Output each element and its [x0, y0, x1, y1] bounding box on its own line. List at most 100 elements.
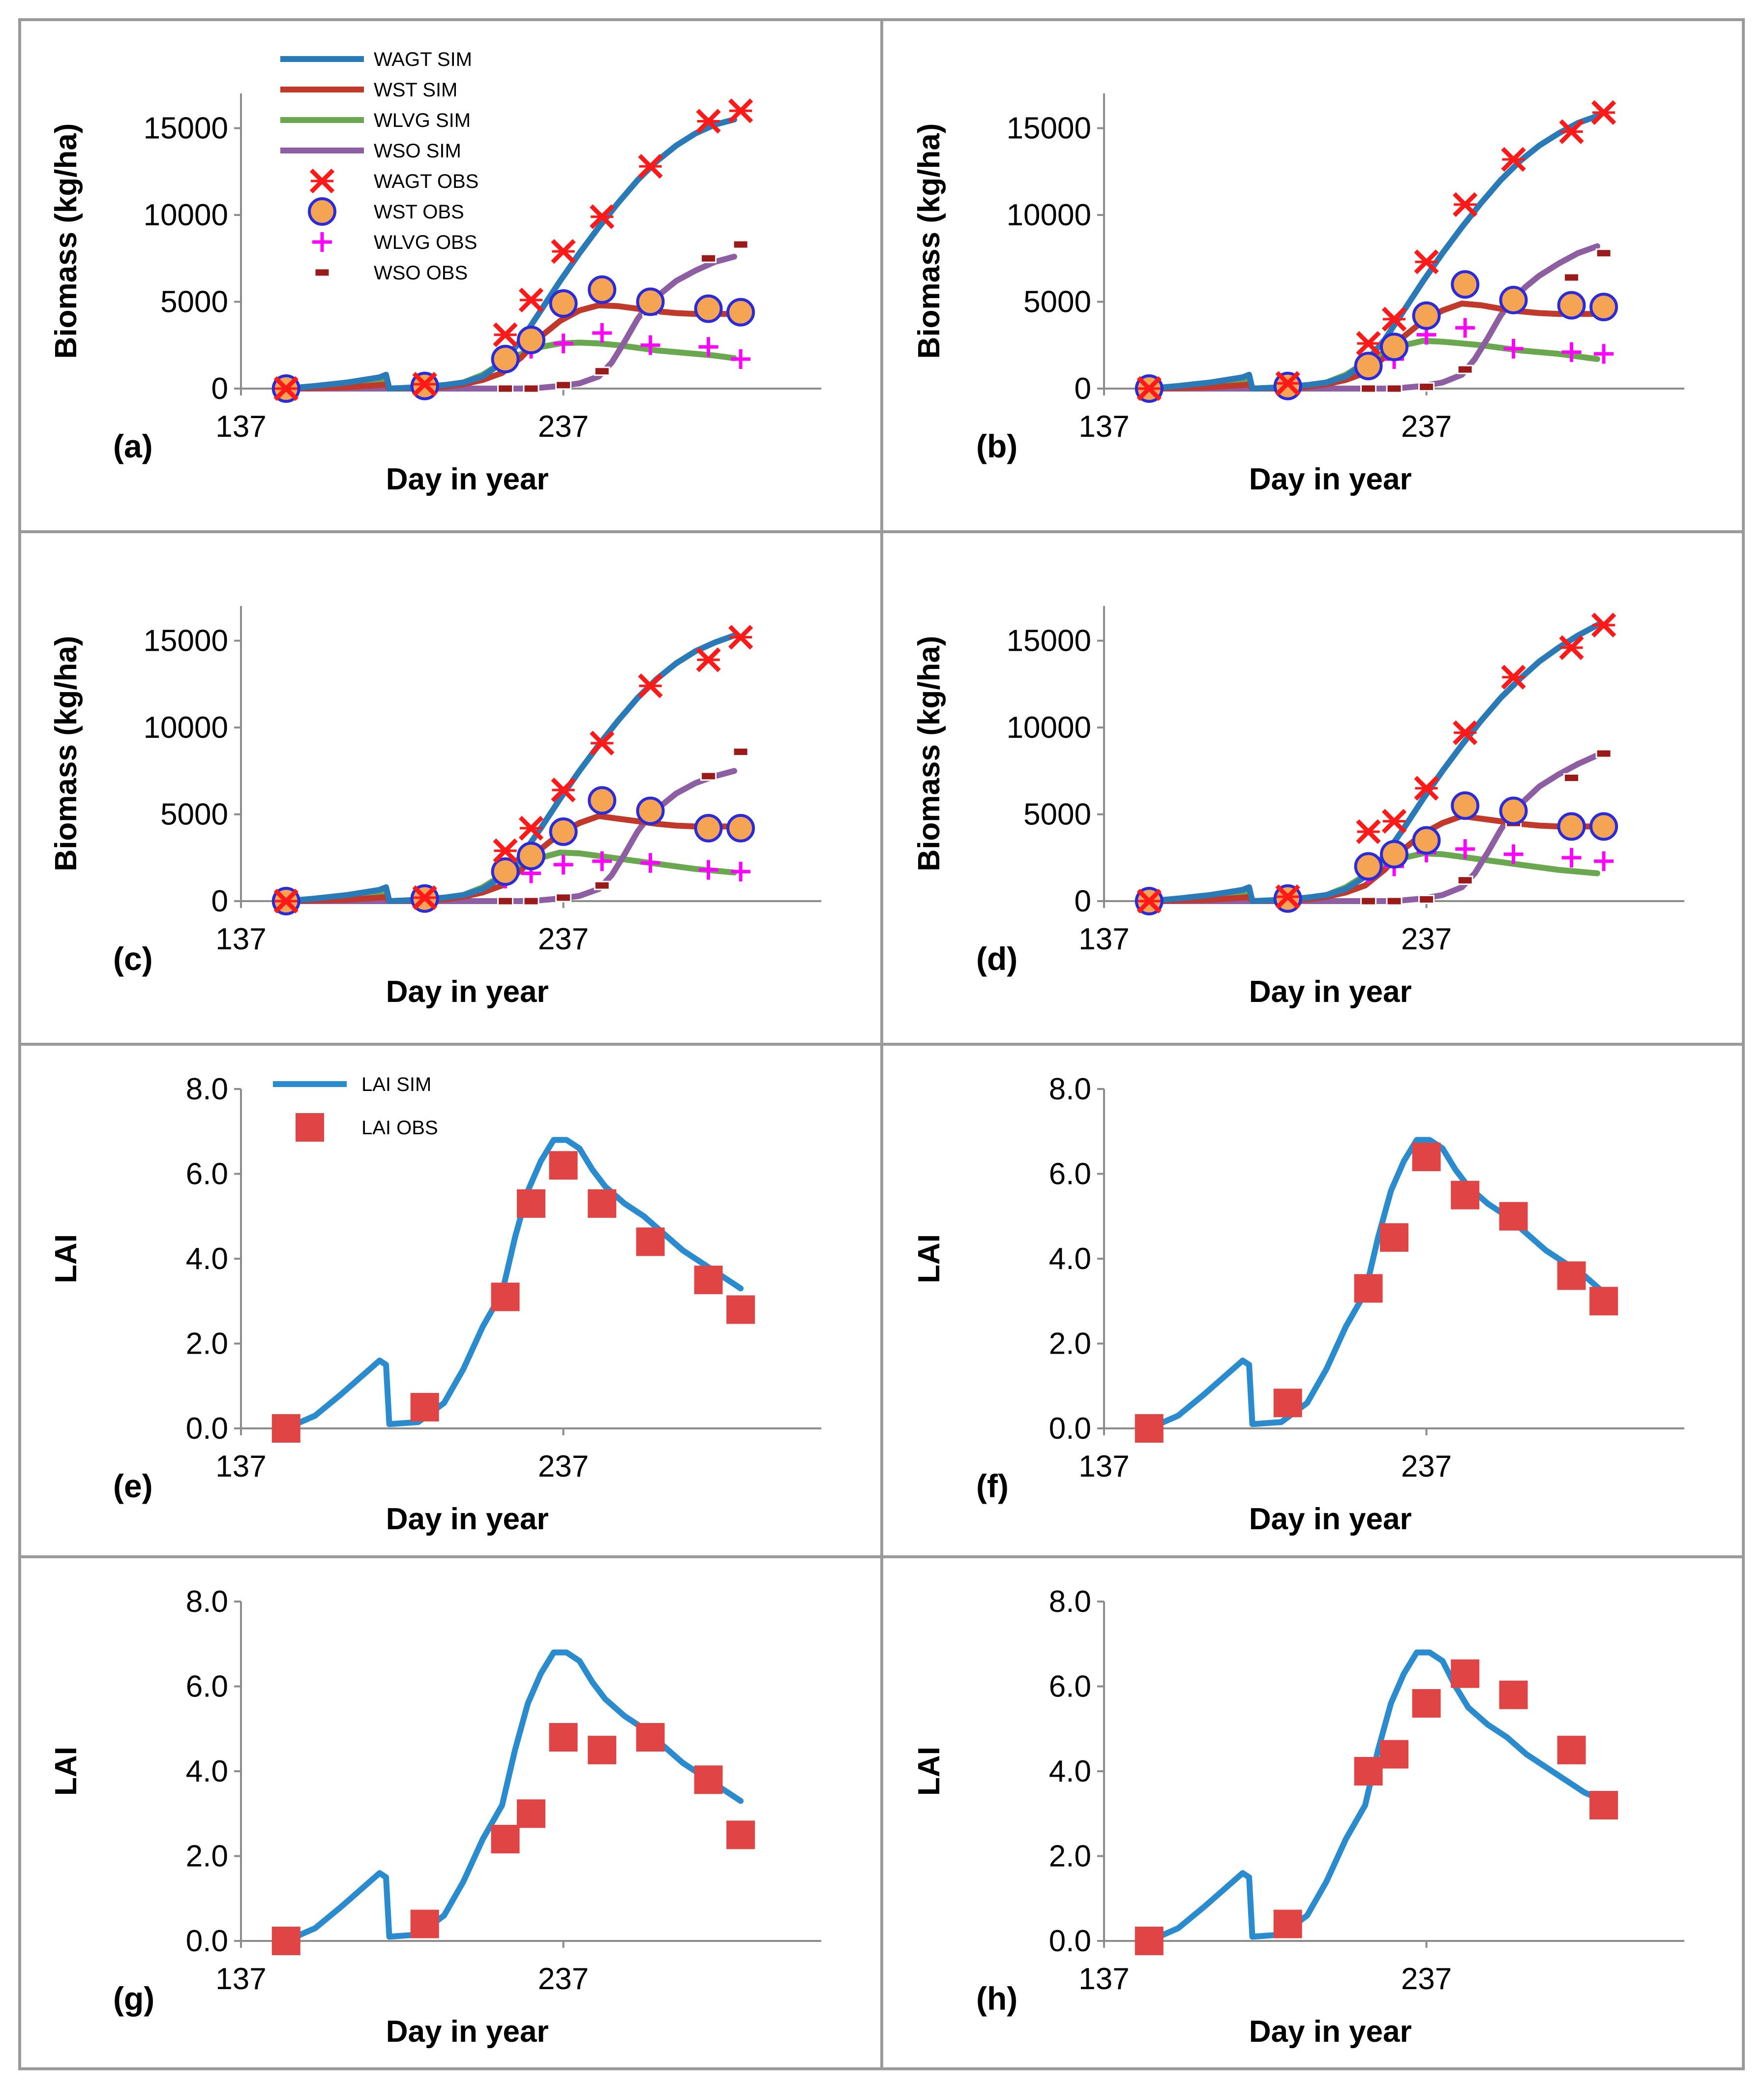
panel-g-y-tick-label-3: 6.0 [186, 1670, 228, 1704]
panel-e-marker-lai-obs-8 [726, 1295, 755, 1324]
panel-a-marker-wagt-obs-0 [273, 376, 299, 401]
panel-d-marker-wso-obs-5 [1457, 876, 1473, 885]
panel-b-marker-wst-obs-7 [1557, 291, 1586, 320]
panel-f-marker-lai-obs-0 [1135, 1414, 1164, 1443]
panel-g-marker-lai-obs-1 [410, 1909, 439, 1938]
panel-g-marker-lai-obs-5 [588, 1735, 617, 1764]
panel-h-marker-lai-obs-4 [1412, 1689, 1441, 1718]
panel-f-marker-lai-obs-5 [1451, 1180, 1480, 1210]
panel-f-x-axis-title: Day in year [1249, 1502, 1412, 1536]
panel-a-marker-wst-obs-7 [694, 294, 723, 323]
panel-e-legend-lai-obs-text: LAI OBS [361, 1117, 438, 1139]
panel-c-marker-wagt-obs-8 [728, 625, 753, 650]
panel-c-y-tick-label-1: 5000 [160, 798, 228, 832]
panel-d-marker-wagt-obs-4 [1414, 776, 1439, 801]
panel-e-x-tick-label-1: 237 [538, 1450, 589, 1483]
panel-e-label: (e) [113, 1468, 153, 1504]
panel-d-marker-wso-obs-3 [1386, 896, 1403, 906]
panel-g-line-lai-sim [283, 1649, 744, 1944]
panel-e-marker-lai-obs-6 [636, 1227, 665, 1256]
panel-b: 0 5000 10000 15000 137 237 Day in year Biomass … [912, 93, 1684, 496]
panel-c-marker-wagt-obs-6 [638, 673, 663, 698]
panel-b-marker-wso-obs-3 [1386, 384, 1403, 393]
panel-h-y-tick-label-1: 2.0 [1049, 1840, 1091, 1874]
panel-b-marker-wagt-obs-2 [1356, 331, 1381, 356]
panel-b-marker-wst-obs-2 [1354, 352, 1383, 381]
panel-a-legend: WAGT SIM WST SIM WLVG SIM WSO SIM WAGT OBS WS… [280, 49, 478, 284]
panel-a-marker-wlvg-obs-7 [698, 337, 718, 357]
panel-a-x-axis-title: Day in year [386, 462, 549, 496]
panel-a-marker-wlvg-obs-4 [553, 333, 573, 354]
panel-a-marker-wst-obs-2 [491, 345, 520, 373]
panel-e-y-tick-label-1: 2.0 [186, 1327, 228, 1361]
panel-a-marker-wst-obs-6 [636, 287, 665, 316]
panel-h-y-tick-label-2: 4.0 [1049, 1755, 1091, 1788]
panel-e-y-tick-label-3: 6.0 [186, 1157, 228, 1191]
panel-d-marker-wlvg-obs-6 [1503, 844, 1524, 864]
panel-a-y-tick-label-3: 15000 [144, 112, 228, 146]
panel-b-marker-wlvg-obs-8 [1594, 344, 1614, 364]
panel-d-marker-wst-obs-7 [1557, 812, 1586, 841]
panel-b-marker-wst-obs-6 [1499, 286, 1528, 314]
panel-c-marker-wst-obs-4 [549, 817, 578, 846]
panel-d-marker-wst-obs-3 [1380, 840, 1408, 869]
panel-a-marker-wagt-obs-2 [493, 322, 518, 347]
panel-b-label: (b) [976, 428, 1017, 464]
panel-e-marker-lai-obs-7 [694, 1266, 723, 1295]
panel-e-marker-lai-obs-1 [410, 1392, 439, 1422]
panel-f-x-tick-label-0: 137 [1078, 1450, 1129, 1483]
panel-b-y-tick-label-2: 10000 [1007, 198, 1091, 232]
panel-a-legend-wlvg-obs-text: WLVG OBS [374, 232, 477, 253]
panel-f-marker-lai-obs-6 [1499, 1202, 1528, 1231]
panel-a-y-tick-label-0: 0 [211, 372, 228, 406]
panel-a-y-tick-label-1: 5000 [160, 285, 228, 319]
panel-d-marker-wst-obs-2 [1354, 852, 1383, 881]
panel-c-marker-wst-obs-3 [517, 842, 545, 871]
panel-a-legend-wagt-obs-text: WAGT OBS [374, 171, 478, 192]
panel-f-x-tick-label-1: 237 [1401, 1450, 1452, 1483]
panel-d-marker-wlvg-obs-8 [1594, 851, 1614, 871]
panel-e-x-axis-title: Day in year [386, 1502, 549, 1536]
panel-b-y-axis-title: Biomass (kg/ha) [912, 123, 946, 359]
panel-a-marker-wagt-obs-8 [728, 98, 753, 123]
panel-a-marker-wso-obs-4 [555, 380, 572, 390]
panel-d: 0 5000 10000 15000 137 237 Day in year Biomass … [912, 606, 1684, 1009]
panel-d-x-axis-title: Day in year [1249, 975, 1412, 1009]
panel-d-marker-wagt-obs-1 [1275, 884, 1300, 909]
panel-e-y-axis-title: LAI [49, 1234, 83, 1283]
panel-a-legend-wso-sim-text: WSO SIM [374, 140, 461, 162]
panel-f-marker-lai-obs-7 [1557, 1261, 1586, 1290]
panel-a-marker-wagt-obs-3 [518, 287, 544, 313]
panel-b-marker-wagt-obs-8 [1591, 100, 1616, 125]
panel-c-marker-wagt-obs-0 [273, 888, 299, 914]
panel-c-marker-wso-obs-2 [497, 896, 514, 906]
panel-a-legend-wst-obs-text: WST OBS [374, 201, 464, 223]
panel-b-marker-wagt-obs-5 [1453, 192, 1478, 217]
panel-d-marker-wso-obs-4 [1418, 894, 1435, 904]
panel-f-marker-lai-obs-4 [1412, 1143, 1441, 1171]
panel-b-marker-wagt-obs-1 [1275, 371, 1300, 396]
panel-b-marker-wst-obs-3 [1380, 333, 1408, 362]
panel-c-y-tick-label-0: 0 [211, 884, 228, 918]
panel-g-x-tick-label-1: 237 [538, 1962, 589, 1996]
panel-e-marker-lai-obs-3 [517, 1189, 545, 1218]
panel-b-marker-wlvg-obs-6 [1503, 338, 1524, 359]
panel-h-line-lai-sim [1146, 1649, 1607, 1944]
panel-h-marker-lai-obs-1 [1273, 1909, 1302, 1938]
panel-d-marker-wso-obs-8 [1595, 749, 1612, 758]
panel-a-marker-wagt-obs-4 [551, 239, 576, 264]
panel-a-legend-wso-obs-text: WSO OBS [374, 262, 468, 284]
panel-g-marker-lai-obs-7 [694, 1765, 723, 1794]
panel-b-x-tick-label-1: 237 [1401, 410, 1452, 444]
panel-c-marker-wso-obs-8 [732, 747, 749, 757]
panel-a-legend-wagt-obs-swatch [309, 168, 335, 194]
panel-c-marker-wso-obs-5 [594, 880, 610, 890]
panel-c-marker-wst-obs-5 [588, 786, 617, 815]
panel-a-legend-wst-obs-swatch [308, 197, 336, 226]
panel-f-y-tick-label-4: 8.0 [1049, 1072, 1091, 1106]
panel-d-x-tick-label-0: 137 [1078, 922, 1129, 956]
panel-f-marker-lai-obs-1 [1273, 1389, 1302, 1418]
panel-g-y-tick-label-0: 0.0 [186, 1924, 228, 1958]
panel-a-marker-wso-obs-7 [700, 253, 717, 263]
panel-a-marker-wst-obs-5 [588, 275, 617, 304]
